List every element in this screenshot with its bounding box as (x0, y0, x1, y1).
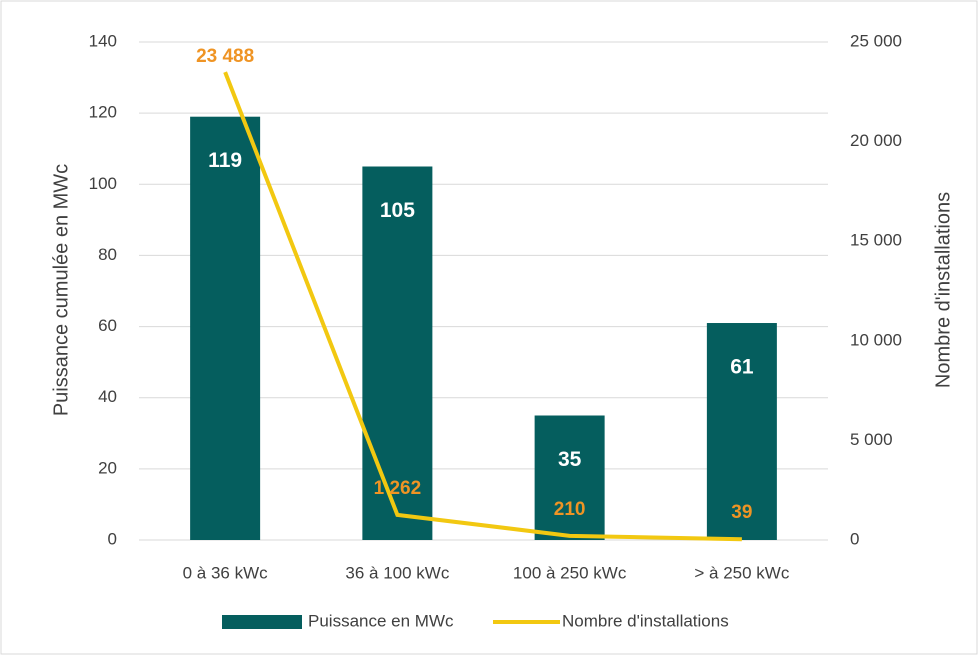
line (223, 71, 742, 542)
line-value-label: 23 488 (196, 46, 254, 67)
y2-tick-label: 10 000 (850, 330, 902, 349)
bar-value-label: 61 (730, 356, 754, 379)
y2-tick-label: 5 000 (850, 430, 893, 449)
x-tick-label: 100 à 250 kWc (513, 563, 627, 582)
y-axis-title: Puissance cumulée en MWc (50, 164, 72, 416)
line-value-label: 210 (554, 499, 586, 520)
y-tick-label: 140 (89, 31, 117, 50)
line-value-label: 1 262 (374, 478, 422, 499)
bar-value-label: 119 (208, 149, 242, 172)
bar (706, 323, 777, 540)
y2-tick-label: 15 000 (850, 231, 902, 250)
y2-tick-label: 20 000 (850, 131, 902, 150)
x-tick-label: > à 250 kWc (694, 563, 789, 582)
y-tick-label: 0 (108, 529, 117, 548)
x-tick-label: 36 à 100 kWc (345, 563, 449, 582)
bar (362, 166, 433, 540)
y2-tick-label: 25 000 (850, 31, 902, 50)
bar (190, 116, 261, 540)
y-tick-label: 100 (89, 174, 117, 193)
line-value-label: 39 (731, 502, 752, 523)
legend-label: Nombre d'installations (562, 611, 729, 630)
y2-tick-label: 0 (850, 529, 859, 548)
y2-axis-title: Nombre d'installations (932, 192, 954, 388)
bar (534, 415, 605, 540)
y-tick-label: 40 (98, 387, 117, 406)
legend-label: Puissance en MWc (308, 611, 454, 630)
x-tick-label: 0 à 36 kWc (183, 563, 269, 582)
bar-value-label: 35 (558, 448, 582, 471)
y-tick-label: 20 (98, 458, 117, 477)
y-tick-label: 80 (98, 245, 117, 264)
y-tick-label: 120 (89, 103, 117, 122)
y-tick-label: 60 (98, 316, 117, 335)
bar-value-label: 105 (380, 199, 415, 222)
legend-swatch (222, 615, 302, 629)
